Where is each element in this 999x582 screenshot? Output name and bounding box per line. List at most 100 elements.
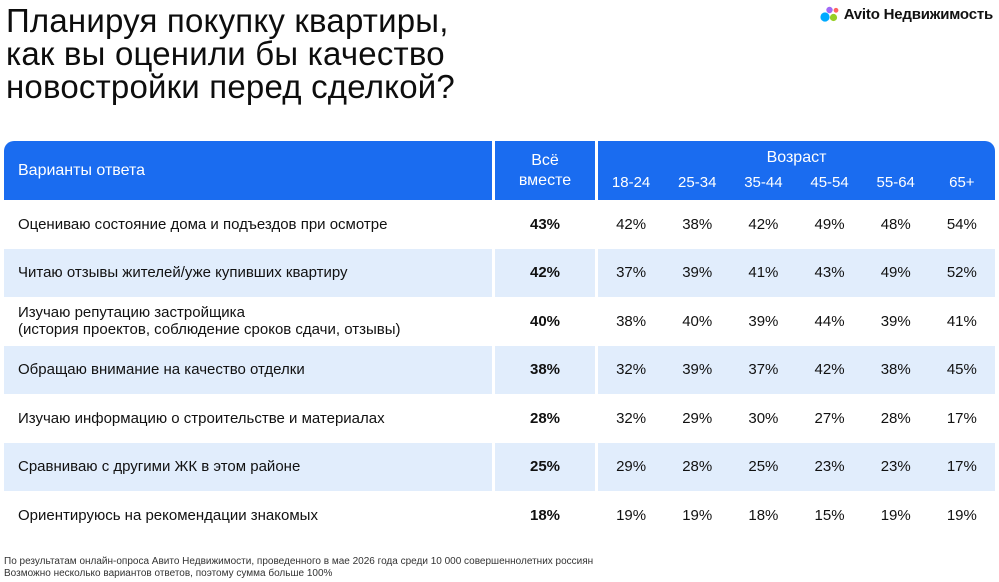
row-age-values: 38% 40% 39% 44% 39% 41% [598, 297, 995, 346]
row-label: Изучаю репутацию застройщика (история пр… [18, 297, 488, 346]
header-age-col: 25-34 [678, 174, 717, 191]
age-value: 25% [748, 458, 779, 476]
footnote-line-1: По результатам онлайн-опроса Авито Недви… [4, 556, 594, 567]
age-value: 19% [880, 506, 911, 524]
row-label-line: Оцениваю состояние дома и подъездов при … [18, 215, 388, 233]
row-label-line: Изучаю репутацию застройщика [18, 304, 245, 322]
header-age-col: 45-54 [810, 174, 849, 191]
age-value: 18% [748, 506, 779, 524]
title-line-3: новостройки перед сделкой? [6, 68, 455, 105]
row-total: 38% [529, 361, 561, 379]
age-value: 15% [814, 506, 845, 524]
header-total: Всё вместе [495, 141, 595, 200]
row-label: Обращаю внимание на качество отделки [18, 346, 488, 395]
footnote: По результатам онлайн-опроса Авито Недви… [4, 556, 593, 580]
age-value: 42% [616, 215, 647, 233]
age-value: 52% [946, 264, 977, 282]
age-value: 42% [814, 361, 845, 379]
table-row: Изучаю репутацию застройщика (история пр… [4, 297, 995, 346]
age-value: 43% [814, 264, 845, 282]
page-title: Планируя покупку квартиры, как вы оценил… [6, 4, 646, 103]
age-value: 29% [616, 458, 647, 476]
age-value: 19% [682, 506, 713, 524]
age-value: 17% [946, 458, 977, 476]
age-value: 23% [880, 458, 911, 476]
age-value: 39% [880, 312, 911, 330]
title-line-2: как вы оценили бы качество [6, 35, 445, 72]
age-value: 27% [814, 409, 845, 427]
table-row: Изучаю информацию о строительстве и мате… [4, 394, 995, 443]
header-age-col: 18-24 [611, 174, 651, 191]
row-label: Ориентируюсь на рекомендации знакомых [18, 491, 488, 540]
age-value: 49% [814, 215, 845, 233]
results-table: Варианты ответа Всё вместе Возраст 18-24… [4, 141, 995, 540]
header-age: Возраст 18-24 25-34 35-44 45-54 55-64 65… [598, 141, 995, 200]
row-age-values: 32% 39% 37% 42% 38% 45% [598, 346, 995, 395]
row-label: Оцениваю состояние дома и подъездов при … [18, 200, 488, 249]
age-value: 32% [616, 361, 647, 379]
avito-logo: Avito Недвижимость [820, 4, 993, 24]
row-label: Сравниваю с другими ЖК в этом районе [18, 443, 488, 492]
age-value: 39% [682, 361, 713, 379]
age-value: 38% [682, 215, 713, 233]
row-age-values: 37% 39% 41% 43% 49% 52% [598, 249, 995, 298]
age-value: 37% [616, 264, 647, 282]
row-age-values: 29% 28% 25% 23% 23% 17% [598, 443, 995, 492]
age-value: 54% [946, 215, 977, 233]
age-value: 30% [748, 409, 779, 427]
header-age-col: 55-64 [876, 174, 915, 191]
row-total: 42% [529, 264, 561, 282]
age-value: 17% [946, 409, 977, 427]
row-age-values: 42% 38% 42% 49% 48% 54% [598, 200, 995, 249]
age-value: 41% [748, 264, 779, 282]
logo-text: Avito Недвижимость [843, 5, 993, 23]
footnote-line-2: Возможно несколько вариантов ответов, по… [4, 568, 333, 579]
header-age-title: Возраст [766, 149, 827, 166]
age-value: 28% [682, 458, 713, 476]
row-label-line: Изучаю информацию о строительстве и мате… [18, 409, 385, 427]
table-row: Оцениваю состояние дома и подъездов при … [4, 200, 995, 249]
age-value: 44% [814, 312, 845, 330]
age-value: 45% [946, 361, 977, 379]
age-value: 39% [748, 312, 779, 330]
table-row: Ориентируюсь на рекомендации знакомых 18… [4, 491, 995, 540]
row-total: 18% [529, 506, 561, 524]
header-age-columns: 18-24 25-34 35-44 45-54 55-64 65+ [598, 174, 995, 191]
row-label-line: Сравниваю с другими ЖК в этом районе [18, 458, 301, 476]
age-value: 38% [880, 361, 911, 379]
header-age-col: 65+ [949, 174, 975, 191]
age-value: 19% [946, 506, 977, 524]
table-header: Варианты ответа Всё вместе Возраст 18-24… [4, 141, 995, 200]
row-label-line: Ориентируюсь на рекомендации знакомых [18, 506, 318, 524]
age-value: 37% [748, 361, 779, 379]
age-value: 28% [880, 409, 911, 427]
row-total: 25% [529, 458, 561, 476]
avito-dots-icon [820, 6, 839, 22]
age-value: 41% [946, 312, 977, 330]
title-line-1: Планируя покупку квартиры, [6, 2, 449, 39]
age-value: 42% [748, 215, 779, 233]
age-value: 40% [682, 312, 713, 330]
age-value: 39% [682, 264, 713, 282]
row-label: Изучаю информацию о строительстве и мате… [18, 394, 488, 443]
row-label: Читаю отзывы жителей/уже купивших кварти… [18, 249, 488, 298]
row-age-values: 19% 19% 18% 15% 19% 19% [598, 491, 995, 540]
header-total-label: Всё вместе [518, 151, 572, 189]
header-answers: Варианты ответа [4, 141, 492, 200]
row-age-values: 32% 29% 30% 27% 28% 17% [598, 394, 995, 443]
age-value: 23% [814, 458, 845, 476]
table-row: Сравниваю с другими ЖК в этом районе 25%… [4, 442, 995, 492]
age-value: 38% [616, 312, 647, 330]
row-total: 40% [529, 312, 561, 330]
age-value: 19% [616, 506, 647, 524]
age-value: 49% [880, 264, 911, 282]
row-total: 28% [529, 409, 561, 427]
age-value: 48% [880, 215, 911, 233]
age-value: 32% [616, 409, 647, 427]
header-age-col: 35-44 [744, 174, 783, 191]
row-label-line-2: (история проектов, соблюдение сроков сда… [18, 321, 401, 339]
row-total: 43% [529, 215, 561, 233]
table-row: Читаю отзывы жителей/уже купивших кварти… [4, 248, 995, 298]
row-label-line: Читаю отзывы жителей/уже купивших кварти… [18, 264, 348, 282]
table-row: Обращаю внимание на качество отделки 38%… [4, 345, 995, 395]
